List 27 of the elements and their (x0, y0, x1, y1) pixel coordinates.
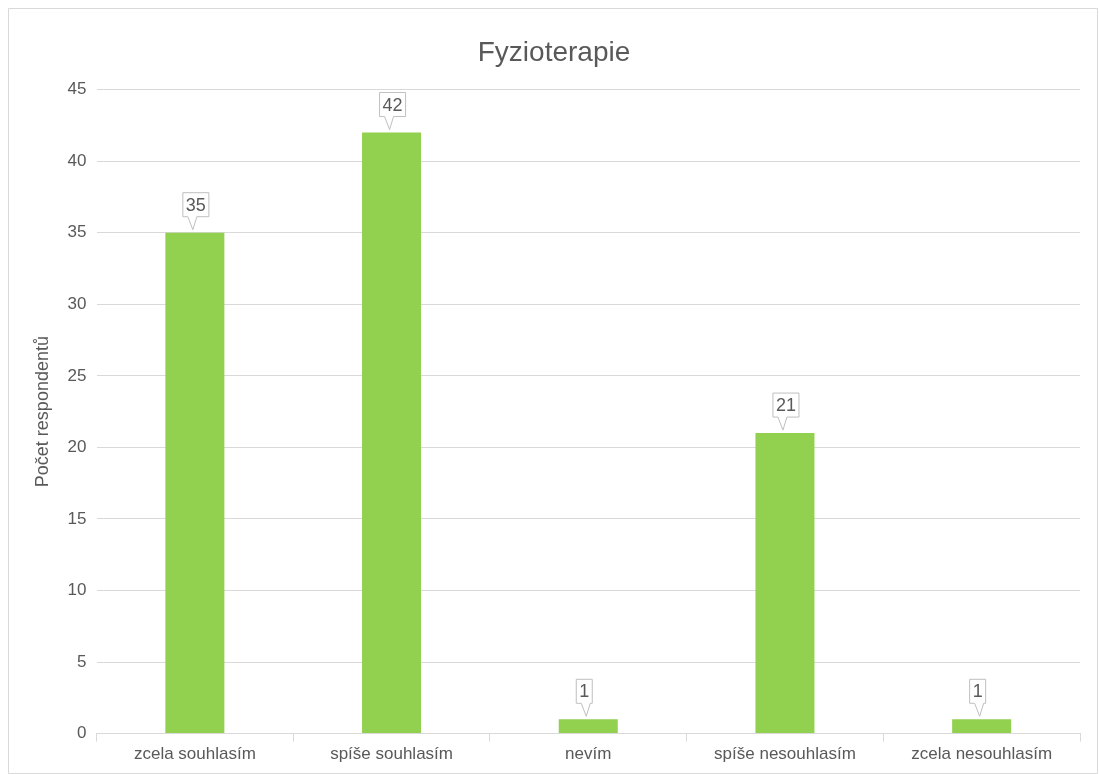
data-label: 35 (185, 194, 206, 215)
bar (755, 433, 815, 734)
x-tick-label: zcela souhlasím (133, 744, 256, 764)
data-label: 21 (775, 395, 796, 416)
x-tick-label: nevím (565, 744, 612, 764)
bar (952, 719, 1012, 734)
y-tick-label: 25 (67, 365, 87, 385)
x-tick-label: spíše souhlasím (330, 744, 453, 764)
y-tick-label: 40 (67, 150, 87, 170)
data-label: 42 (382, 94, 403, 115)
y-tick-label: 5 (77, 651, 87, 671)
y-tick-label: 15 (67, 508, 87, 528)
x-tick-label: zcela nesouhlasím (911, 744, 1053, 764)
bar (558, 719, 618, 734)
chart-title: Fyzioterapie (477, 35, 631, 67)
y-axis-title: Počet respondentů (31, 336, 52, 488)
y-tick-label: 10 (67, 580, 87, 600)
data-label: 1 (972, 681, 983, 702)
x-tick-label: spíše nesouhlasím (714, 744, 856, 764)
data-label: 1 (579, 681, 590, 702)
y-tick-label: 30 (67, 293, 87, 313)
y-tick-label: 35 (67, 222, 87, 242)
bar (362, 132, 422, 734)
bar (165, 232, 225, 734)
y-tick-label: 45 (67, 79, 87, 99)
y-tick-label: 20 (67, 437, 87, 457)
y-tick-label: 0 (77, 723, 87, 743)
